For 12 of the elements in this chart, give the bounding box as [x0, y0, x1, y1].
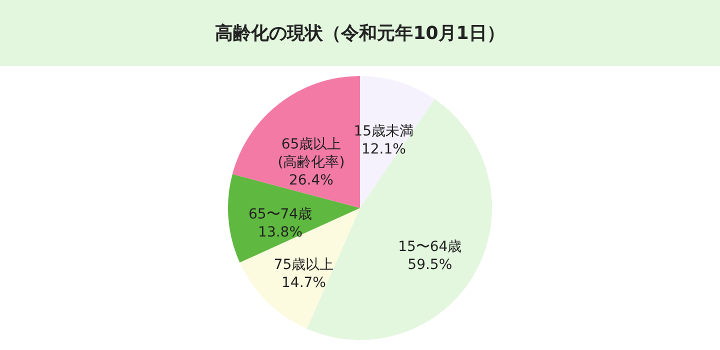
data-label: 26.4% [288, 172, 334, 189]
data-label: 12.1% [361, 142, 406, 158]
slice-label: 75歳以上 [274, 256, 334, 273]
slice-label: 65歳以上 (高齢化率) [278, 136, 345, 171]
data-label: 13.8% [258, 224, 303, 241]
pie-slice [240, 208, 360, 329]
data-label: 14.7% [282, 274, 326, 291]
slice-label: 65〜74歳 [248, 206, 312, 223]
slice-label: 15歳未満 [354, 124, 414, 140]
chart-title: 高齢化の現状（令和元年10月1日） [0, 0, 720, 66]
data-label: 59.5% [408, 256, 452, 273]
slice-label: 15〜64歳 [398, 238, 462, 255]
